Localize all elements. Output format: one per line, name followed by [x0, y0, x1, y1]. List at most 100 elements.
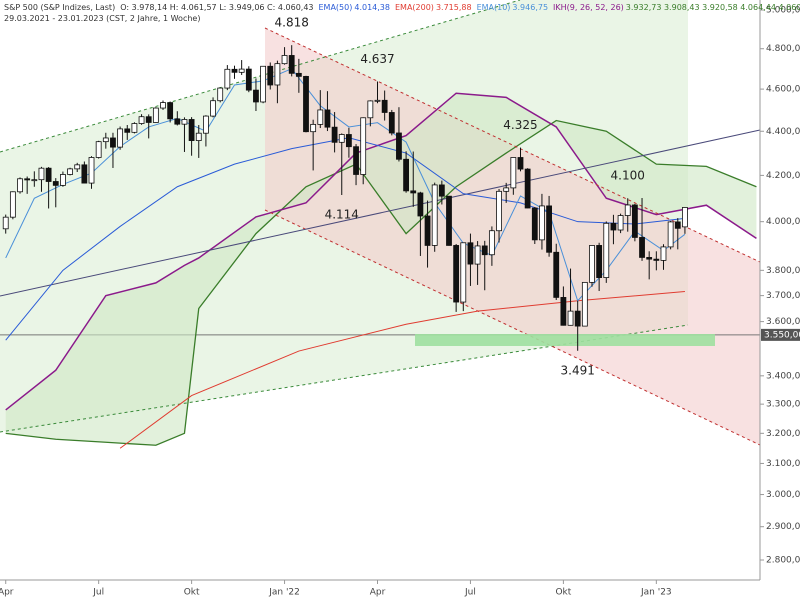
support-zone [415, 334, 715, 346]
candle-body [589, 245, 595, 283]
candle-body [381, 99, 388, 113]
candle-body [682, 207, 688, 228]
candle-body [517, 157, 524, 170]
candle-body [431, 184, 438, 246]
candle-body [45, 167, 52, 182]
y-tick-label: 4.800,00 [766, 44, 800, 54]
candle-body [224, 68, 231, 89]
candle-body [646, 257, 653, 260]
annotation: 4.100 [611, 169, 645, 183]
candle-body [324, 109, 331, 128]
candle-body [374, 99, 381, 102]
candle-body [410, 190, 417, 194]
y-tick-label: 3.700,00 [766, 291, 800, 301]
candle-body [17, 178, 23, 193]
y-tick-label: 3.600,00 [766, 317, 800, 327]
x-tick-label: Apr [0, 588, 14, 598]
legend-value: 3.946,75 [512, 3, 549, 12]
candle-body [9, 191, 16, 218]
level-label: 3.550,00 [764, 330, 800, 340]
symbol: S&P 500 (S&P Indizes, Last) [4, 3, 116, 12]
candle-body [24, 178, 31, 181]
y-tick-label: 3.000,00 [766, 490, 800, 500]
candle-body [310, 123, 317, 133]
candle-body [467, 242, 474, 265]
candle-body [481, 245, 488, 256]
candle-body [331, 126, 338, 143]
candle-body [31, 179, 38, 182]
candle-body [624, 204, 631, 216]
candle-body [195, 132, 202, 141]
candle-body [553, 251, 560, 298]
candle-body [260, 65, 267, 103]
y-tick-label: 3.300,00 [766, 400, 800, 410]
candle-body [317, 109, 324, 125]
candle-body [152, 107, 159, 123]
candle-body [295, 72, 302, 77]
candle-body [338, 134, 345, 143]
legend-name: EMA(50) [318, 3, 353, 12]
candle-body [660, 246, 667, 261]
candle-body [510, 157, 517, 189]
candle-body [631, 204, 638, 238]
y-tick-label: 3.400,00 [766, 371, 800, 381]
header: S&P 500 (S&P Indizes, Last) O: 3.978,14 H… [4, 2, 800, 24]
candle-body [446, 195, 452, 246]
candle-body [596, 245, 603, 278]
candle-body [610, 222, 617, 231]
legend-value: 3.932,73 3.908,43 3.920,58 4.064,44 4.06… [625, 3, 800, 12]
candle-body [60, 174, 66, 186]
candle-body [238, 68, 245, 73]
legend-name: IKH(9, 26, 52, 26) [553, 3, 624, 12]
legend-name: EMA(200) [394, 3, 434, 12]
candle-body [217, 87, 224, 102]
candle-body [274, 63, 281, 86]
candle-body [124, 128, 131, 133]
candle-body [581, 281, 588, 327]
candle-body [81, 164, 88, 184]
range: 29.03.2021 - 23.01.2023 (CST, 2 Jahre, 1… [4, 14, 201, 23]
y-tick-label: 2.800,00 [766, 556, 800, 566]
y-tick-label: 4.000,00 [766, 217, 800, 227]
ichimoku-cloud [5, 93, 757, 446]
y-tick-label: 4.200,00 [766, 171, 800, 181]
candle-body [231, 68, 238, 73]
channel-line [0, 0, 521, 153]
candle-body [174, 118, 181, 125]
candle-body [546, 205, 552, 253]
candle-body [396, 132, 402, 160]
candle-body [138, 116, 145, 124]
y-tick-label: 3.200,00 [766, 429, 800, 439]
candle-body [110, 137, 116, 148]
candle-body [539, 205, 545, 241]
y-tick-label: 5.000,00 [766, 6, 800, 16]
x-tick-label: Jul [92, 588, 104, 598]
candle-body [603, 222, 610, 278]
x-tick-label: Apr [370, 588, 386, 598]
candle-body [74, 164, 81, 170]
x-tick-label: Jan '22 [268, 588, 300, 598]
channel-line [264, 209, 761, 446]
candle-body [674, 221, 681, 229]
annotation: 4.325 [503, 118, 537, 132]
candle-body [245, 68, 252, 91]
y-tick-label: 2.900,00 [766, 522, 800, 532]
annotation: 4.114 [325, 208, 359, 222]
annotation: 4.637 [360, 52, 394, 66]
candle-body [574, 310, 581, 327]
x-tick-label: Okt [184, 588, 200, 598]
candle-body [281, 55, 288, 65]
candle-body [52, 181, 59, 186]
candle-body [503, 187, 510, 192]
x-tick-label: Jul [464, 588, 476, 598]
candle-body [496, 190, 502, 232]
annotation: 4.818 [275, 16, 309, 30]
candle-body [102, 137, 109, 143]
candle-body [2, 216, 9, 230]
candle-body [345, 134, 352, 148]
level-label-box [761, 328, 800, 341]
candle-body [417, 192, 424, 217]
candle-body [388, 112, 395, 134]
candle-body [38, 167, 45, 181]
